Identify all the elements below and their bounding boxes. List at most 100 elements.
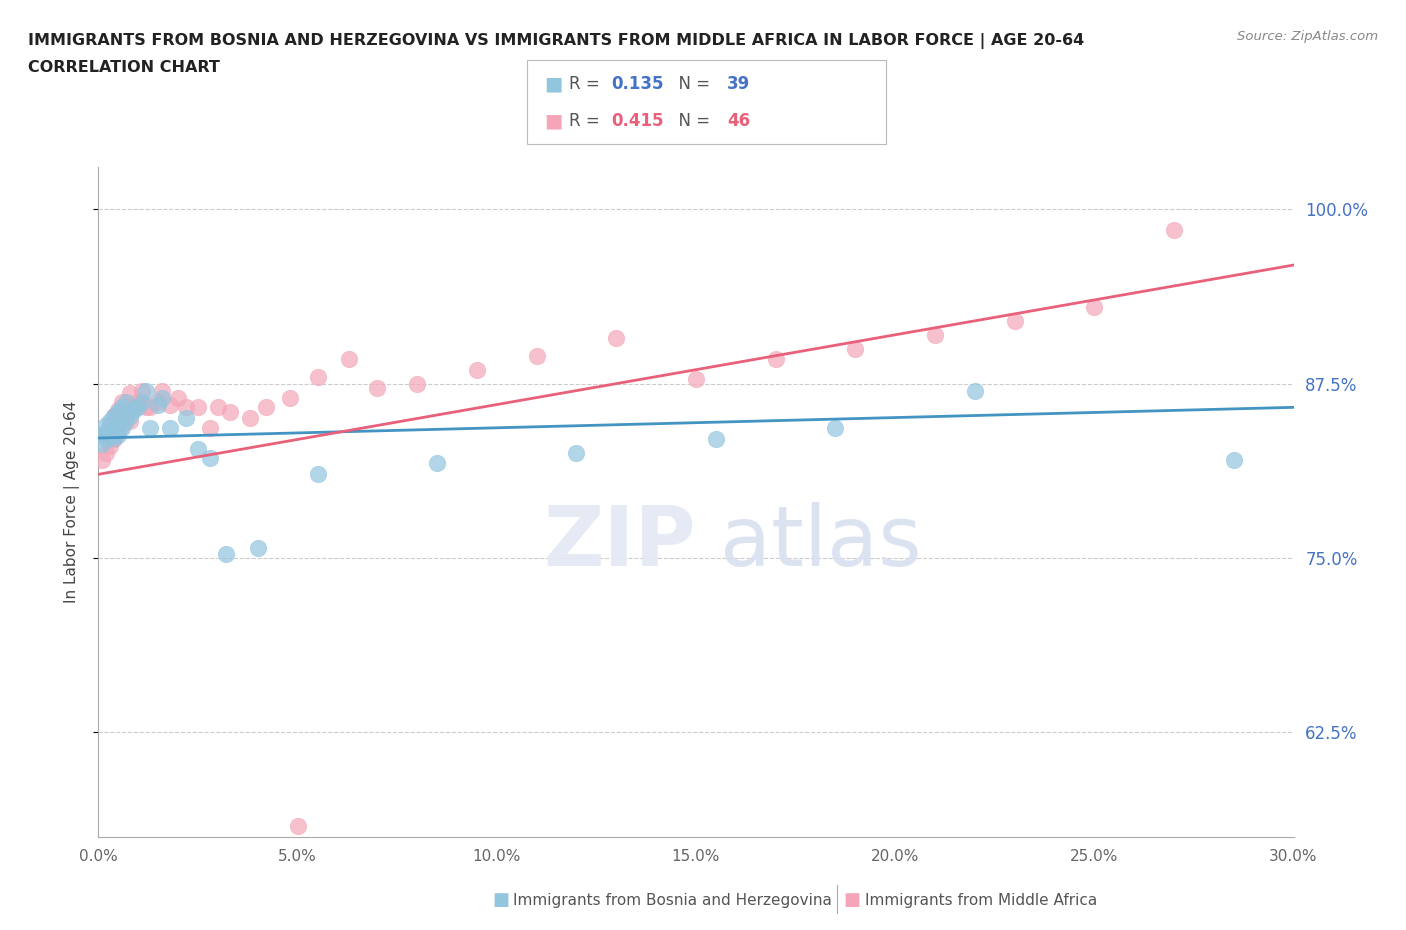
Point xyxy=(135,383,157,398)
Point xyxy=(215,547,238,562)
Point xyxy=(246,540,269,555)
Point xyxy=(148,394,170,409)
Point xyxy=(103,408,125,423)
Point xyxy=(139,400,162,415)
Point xyxy=(1083,299,1105,314)
Point xyxy=(107,405,129,419)
Point xyxy=(96,425,118,440)
Text: R =: R = xyxy=(569,75,606,93)
Text: Source: ZipAtlas.com: Source: ZipAtlas.com xyxy=(1237,30,1378,43)
Point xyxy=(167,391,190,405)
Point xyxy=(307,467,329,482)
Y-axis label: In Labor Force | Age 20-64: In Labor Force | Age 20-64 xyxy=(65,401,80,604)
Point xyxy=(103,425,125,440)
Point xyxy=(278,391,301,405)
Point xyxy=(148,397,170,412)
Point xyxy=(111,421,134,436)
Point xyxy=(100,428,122,443)
Point xyxy=(287,818,309,833)
Point xyxy=(963,383,986,398)
Point xyxy=(924,327,946,342)
Point xyxy=(100,439,122,454)
Point xyxy=(207,400,229,415)
Text: ■: ■ xyxy=(544,74,562,93)
Point xyxy=(1163,223,1185,238)
Point xyxy=(131,383,153,398)
Point xyxy=(100,418,122,433)
Point xyxy=(307,369,329,384)
Text: 39: 39 xyxy=(727,75,751,93)
Point xyxy=(174,411,197,426)
Point xyxy=(239,411,262,426)
Text: 46: 46 xyxy=(727,112,749,129)
Point xyxy=(187,442,209,457)
Point xyxy=(339,351,360,365)
Point xyxy=(426,456,449,471)
Point xyxy=(103,431,125,445)
Point xyxy=(91,436,114,451)
Point xyxy=(115,394,138,409)
Text: Immigrants from Bosnia and Herzegovina: Immigrants from Bosnia and Herzegovina xyxy=(513,893,832,908)
Point xyxy=(159,397,181,412)
Text: ZIP: ZIP xyxy=(544,502,696,583)
Text: N =: N = xyxy=(668,75,716,93)
Text: 0.415: 0.415 xyxy=(612,112,664,129)
Point xyxy=(465,363,488,378)
Point xyxy=(526,349,548,364)
Point xyxy=(765,351,787,365)
Point xyxy=(100,422,122,437)
Text: CORRELATION CHART: CORRELATION CHART xyxy=(28,60,219,75)
Point xyxy=(139,421,162,436)
Text: Immigrants from Middle Africa: Immigrants from Middle Africa xyxy=(865,893,1097,908)
Point xyxy=(127,400,149,415)
Point xyxy=(103,432,125,447)
Point xyxy=(406,377,429,392)
Point xyxy=(120,408,142,423)
Point xyxy=(131,394,153,409)
Point xyxy=(107,403,129,418)
Point xyxy=(111,394,134,409)
Point xyxy=(198,450,221,465)
Point xyxy=(159,421,181,436)
Point xyxy=(844,341,866,356)
Text: R =: R = xyxy=(569,112,606,129)
Point xyxy=(120,386,142,401)
Point xyxy=(107,419,129,434)
Point xyxy=(96,428,118,443)
Point xyxy=(115,414,138,429)
Point xyxy=(254,400,277,415)
Text: N =: N = xyxy=(668,112,716,129)
Point xyxy=(824,421,846,436)
Point xyxy=(96,418,118,433)
Point xyxy=(124,400,146,415)
Point xyxy=(91,428,114,443)
Point xyxy=(685,372,707,387)
Point xyxy=(111,400,134,415)
Point xyxy=(135,400,157,415)
Point xyxy=(150,391,173,405)
Point xyxy=(565,446,588,461)
Point xyxy=(96,446,118,461)
Point xyxy=(103,408,125,423)
Point xyxy=(120,414,142,429)
Text: ■: ■ xyxy=(544,112,562,130)
Point xyxy=(100,414,122,429)
Point xyxy=(107,425,129,440)
Point xyxy=(704,432,727,447)
Point xyxy=(219,405,242,419)
Text: IMMIGRANTS FROM BOSNIA AND HERZEGOVINA VS IMMIGRANTS FROM MIDDLE AFRICA IN LABOR: IMMIGRANTS FROM BOSNIA AND HERZEGOVINA V… xyxy=(28,33,1084,48)
Point xyxy=(107,428,129,443)
Point xyxy=(111,418,134,433)
Point xyxy=(1222,453,1246,468)
Text: atlas: atlas xyxy=(720,502,921,583)
Text: ■: ■ xyxy=(844,891,860,910)
Point xyxy=(605,330,627,345)
Point xyxy=(187,400,209,415)
Point xyxy=(91,453,114,468)
Point xyxy=(1004,313,1026,328)
Point xyxy=(127,394,149,409)
Point xyxy=(150,383,173,398)
Point xyxy=(124,403,146,418)
Point xyxy=(198,421,221,436)
Point xyxy=(174,400,197,415)
